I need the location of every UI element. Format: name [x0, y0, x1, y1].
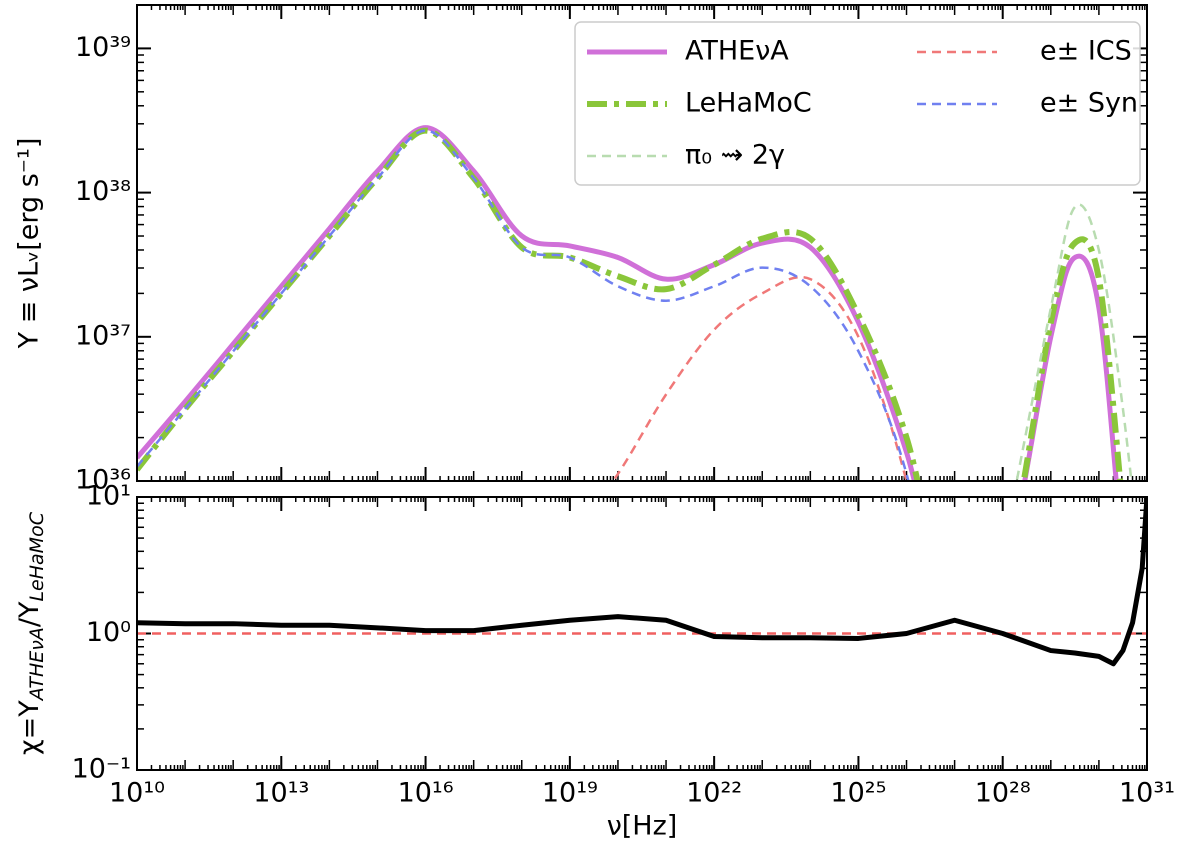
series-line	[137, 125, 1119, 481]
y-tick-label: 10¹	[86, 481, 131, 512]
series-line	[137, 497, 1147, 667]
legend-box	[574, 21, 1141, 186]
plot-frame	[136, 496, 1148, 771]
x-tick-label: 10¹⁰	[109, 778, 165, 809]
series-group	[137, 125, 1133, 481]
legend-label: π₀ ⇝ 2γ	[685, 140, 785, 171]
y-tick-label: 10⁻¹	[72, 754, 131, 785]
series-group	[137, 497, 1147, 667]
y-tick-label: 10³⁶	[75, 465, 131, 496]
y-tick-label: 10³⁷	[75, 320, 131, 351]
y-axis-label-part: /Y	[14, 601, 45, 627]
series-line	[137, 129, 910, 481]
y-axis-label: Y ≡ νLᵥ[erg s⁻¹]	[14, 138, 45, 350]
x-tick-label: 10²²	[686, 778, 742, 809]
legend-label: e± ICS	[1040, 36, 1132, 67]
x-tick-label: 10²⁸	[975, 778, 1031, 809]
x-tick-label: 10²⁵	[830, 778, 886, 809]
legend-label: e± Syn	[1040, 88, 1138, 119]
legend-label: ATHEνA	[685, 36, 789, 67]
x-tick-label: 10¹³	[253, 778, 309, 809]
x-axis-label: ν[Hz]	[607, 811, 678, 842]
y-tick-label: 10⁰	[86, 617, 131, 648]
y-tick-label: 10³⁸	[75, 176, 131, 207]
x-tick-label: 10¹⁹	[542, 778, 598, 809]
y-tick-label: 10³⁹	[75, 32, 131, 63]
series-line	[1015, 203, 1133, 481]
y-axis-label-part: χ=Y	[14, 700, 45, 755]
y-axis-label: χ=YATHEνA/YLeHaMoC	[14, 511, 48, 755]
x-tick-label: 10¹⁶	[398, 778, 454, 809]
y-axis-label-part: ATHEνA	[26, 627, 48, 702]
legend-label: LeHaMoC	[685, 88, 812, 119]
plot-frame	[136, 4, 1148, 482]
y-axis-label-part: LeHaMoC	[26, 511, 48, 601]
series-line	[137, 127, 1124, 481]
series-line	[611, 275, 908, 481]
x-tick-label: 10³¹	[1119, 778, 1175, 809]
